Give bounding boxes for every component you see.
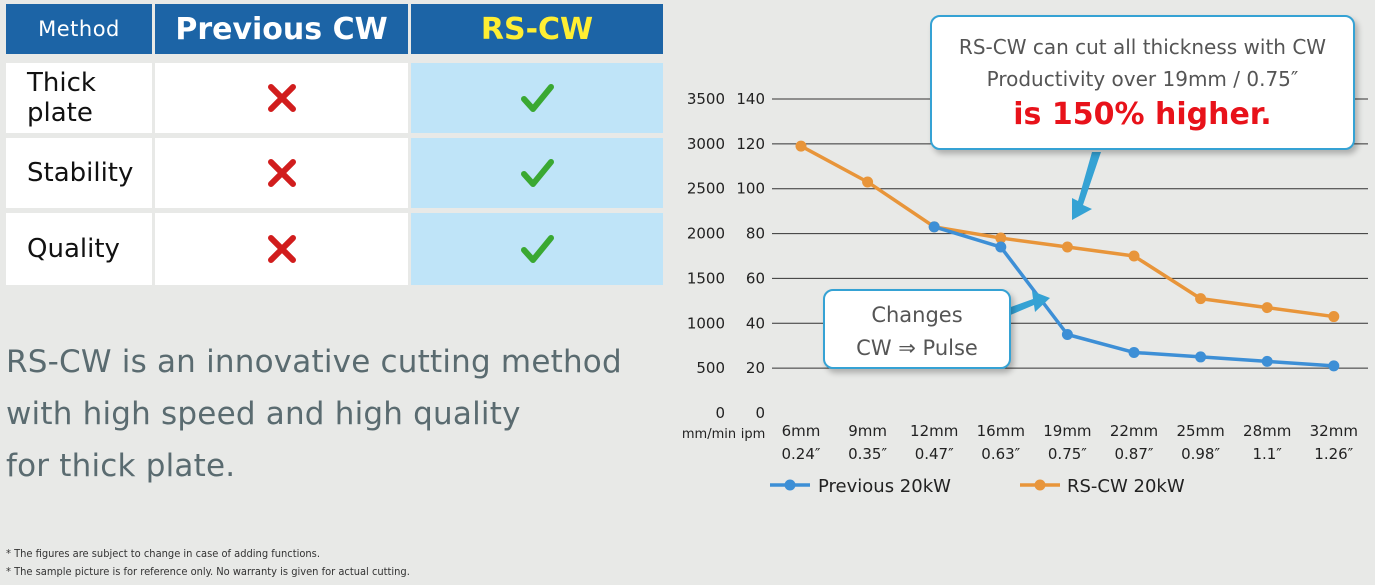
y-tick-label-mm-min: 500 — [696, 359, 725, 377]
callout-productivity: RS-CW can cut all thickness with CW Prod… — [930, 15, 1355, 150]
data-point — [1195, 351, 1207, 363]
callout-arrows — [1008, 152, 1101, 316]
chart-legend: Previous 20kW RS-CW 20kW — [770, 476, 1185, 497]
header-method: Method — [6, 4, 152, 54]
y-tick-label-mm-min: 1000 — [687, 314, 725, 332]
callout-productivity-line-1: RS-CW can cut all thickness with CW — [958, 35, 1327, 59]
x-tick-label-mm: 6mm — [782, 422, 821, 440]
x-tick-label-mm: 12mm — [910, 422, 958, 440]
y-tick-label-ipm: 100 — [736, 180, 765, 198]
x-tick-label-inch: 0.35″ — [848, 445, 887, 463]
legend-marker — [784, 479, 796, 491]
callout-mode-change-line-1: Changes — [871, 303, 963, 327]
data-point — [1061, 241, 1073, 253]
data-point — [1328, 360, 1340, 372]
callout-arrow-small — [1008, 291, 1050, 316]
callout-productivity-line-2: Productivity over 19mm / 0.75″ — [986, 67, 1299, 91]
tagline-line-3: for thick plate. — [6, 448, 236, 484]
data-point — [928, 221, 940, 233]
data-point — [1128, 250, 1140, 262]
x-tick-label-inch: 0.47″ — [915, 445, 954, 463]
previous-cross-cell — [155, 63, 408, 133]
data-point — [862, 176, 874, 188]
data-point — [1128, 346, 1140, 358]
x-tick-label-mm: 19mm — [1043, 422, 1091, 440]
series-points — [795, 140, 1340, 372]
x-tick-label-inch: 0.98″ — [1181, 445, 1220, 463]
callout-arrow-main — [1072, 152, 1101, 220]
x-tick-label-inch: 1.1″ — [1252, 445, 1282, 463]
rs-check-cell — [411, 138, 663, 208]
chart-grid — [772, 98, 1368, 369]
tagline-line-1: RS-CW is an innovative cutting method — [6, 344, 622, 380]
row-label-thick-plate: Thick plate — [6, 63, 152, 133]
callout-mode-change: Changes CW ⇒ Pulse — [823, 289, 1011, 369]
x-tick-label-mm: 22mm — [1110, 422, 1158, 440]
previous-cross-cell — [155, 138, 408, 208]
data-point — [795, 140, 807, 152]
data-point — [995, 241, 1007, 253]
x-tick-label-mm: 9mm — [848, 422, 887, 440]
y-unit-mm-min: mm/min — [682, 427, 736, 442]
y-tick-label-ipm: 140 — [736, 90, 765, 108]
tagline: RS-CW is an innovative cutting method wi… — [6, 336, 646, 492]
cross-icon — [267, 235, 296, 263]
x-tick-label-mm: 32mm — [1310, 422, 1358, 440]
y-tick-label-ipm: 0 — [755, 404, 765, 422]
x-tick-label-mm: 16mm — [977, 422, 1025, 440]
cross-icon — [267, 159, 296, 187]
check-icon — [521, 235, 554, 263]
x-tick-label-inch: 1.26″ — [1314, 445, 1353, 463]
y-tick-label-mm-min: 1500 — [687, 269, 725, 287]
data-point — [1195, 293, 1207, 305]
x-tick-label-inch: 0.87″ — [1114, 445, 1153, 463]
cross-icon — [267, 84, 296, 112]
data-point — [1261, 355, 1273, 367]
y-tick-label-mm-min: 0 — [715, 404, 725, 422]
rs-check-cell — [411, 63, 663, 133]
footnote-1: * The figures are subject to change in c… — [6, 547, 320, 560]
data-point — [1261, 302, 1273, 314]
y-tick-label-ipm: 120 — [736, 135, 765, 153]
y-tick-label-mm-min: 3500 — [687, 90, 725, 108]
previous-cross-cell — [155, 213, 408, 285]
x-axis-ticks: 6mm 0.24″ 9mm 0.35″ 12mm 0.47″ 16mm 0.63″ 19mm 0.… — [781, 422, 1357, 463]
y-tick-label-ipm: 40 — [746, 314, 765, 332]
header-previous-cw: Previous CW — [155, 4, 408, 54]
data-point — [1328, 311, 1340, 323]
tagline-line-2: with high speed and high quality — [6, 396, 521, 432]
data-point — [1061, 329, 1073, 340]
rs-check-cell — [411, 213, 663, 285]
y-tick-label-mm-min: 2000 — [687, 225, 725, 243]
x-tick-label-inch: 0.63″ — [981, 445, 1020, 463]
legend-label: Previous 20kW — [818, 476, 951, 497]
x-tick-label-mm: 25mm — [1176, 422, 1224, 440]
legend-label: RS-CW 20kW — [1067, 476, 1185, 497]
y-tick-label-ipm: 60 — [746, 269, 765, 287]
y-tick-label-ipm: 20 — [746, 359, 765, 377]
x-tick-label-mm: 28mm — [1243, 422, 1291, 440]
x-tick-label-inch: 0.24″ — [781, 445, 820, 463]
data-point — [995, 232, 1007, 244]
callout-productivity-line-3: is 150% higher. — [1013, 97, 1272, 132]
legend-marker — [1034, 479, 1046, 491]
footnote-2: * The sample picture is for reference on… — [6, 565, 410, 578]
header-rs-cw: RS-CW — [411, 4, 663, 54]
footnotes: * The figures are subject to change in c… — [6, 545, 410, 581]
check-icon — [521, 159, 554, 187]
y-unit-ipm: ipm — [741, 427, 766, 442]
row-label-quality: Quality — [6, 213, 152, 285]
y-tick-label-mm-min: 2500 — [687, 180, 725, 198]
y-tick-label-ipm: 80 — [746, 225, 765, 243]
y-axis-ticks: 0 0 500 20 1000 40 1500 60 2000 80 2500 100 3000 120 3… — [682, 90, 765, 442]
x-tick-label-inch: 0.75″ — [1048, 445, 1087, 463]
check-icon — [521, 84, 554, 112]
callout-mode-change-line-2: CW ⇒ Pulse — [856, 336, 978, 360]
y-tick-label-mm-min: 3000 — [687, 135, 725, 153]
row-label-stability: Stability — [6, 138, 152, 208]
